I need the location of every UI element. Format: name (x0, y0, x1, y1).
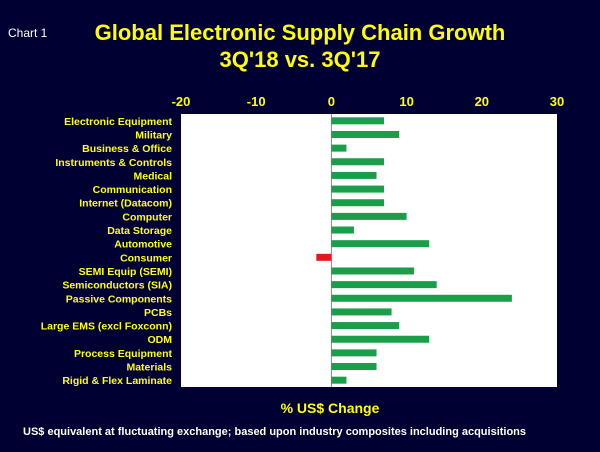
category-label: Materials (126, 362, 172, 374)
bar (331, 171, 377, 179)
category-label: PCBs (144, 307, 172, 319)
bar (331, 117, 385, 125)
category-label: Consumer (120, 252, 172, 264)
bar (331, 240, 430, 248)
chart-title: Global Electronic Supply Chain Growth (94, 20, 506, 45)
bar (331, 322, 400, 330)
data-label: 11 (419, 264, 432, 278)
category-label: SEMI Equip (SEMI) (79, 266, 172, 278)
footnote: US$ equivalent at fluctuating exchange; … (23, 426, 527, 438)
category-label: Automotive (114, 239, 172, 251)
data-label: 13 (434, 237, 448, 251)
chart-label: Chart 1 (8, 26, 48, 40)
plot-area (181, 114, 557, 387)
x-tick-label: 10 (399, 94, 413, 109)
category-label: Internet (Datacom) (79, 198, 172, 210)
category-label: Semiconductors (SIA) (62, 280, 172, 292)
bar (331, 226, 354, 234)
category-label: Data Storage (107, 225, 172, 237)
bar (331, 130, 400, 138)
data-label: 9 (404, 127, 411, 141)
x-axis-label: % US$ Change (280, 400, 380, 416)
data-label: -2 (301, 250, 312, 264)
data-label: 24 (517, 291, 531, 305)
data-label: 14 (442, 278, 456, 292)
bar (331, 376, 347, 384)
data-label: 7 (389, 114, 396, 128)
data-label: 13 (434, 332, 448, 346)
data-label: 10 (412, 209, 426, 223)
bar (316, 253, 332, 261)
category-label: Medical (133, 170, 172, 182)
category-label: Process Equipment (74, 348, 173, 360)
data-label: 9 (404, 319, 411, 333)
bar (331, 212, 407, 220)
bar (331, 144, 347, 152)
x-tick-label: -20 (172, 94, 191, 109)
x-tick-label: 0 (328, 94, 335, 109)
category-label: Instruments & Controls (55, 157, 172, 169)
data-label: 3 (359, 223, 366, 237)
data-label: 6 (382, 346, 389, 360)
bar (331, 308, 392, 316)
bar (331, 199, 385, 207)
category-label: Communication (93, 184, 172, 196)
data-label: 7 (389, 196, 396, 210)
bar (331, 158, 385, 166)
x-tick-label: 20 (475, 94, 489, 109)
x-tick-label: 30 (550, 94, 564, 109)
data-label: 8 (397, 305, 404, 319)
data-label: 2 (351, 373, 358, 387)
data-label: 7 (389, 155, 396, 169)
category-label: Rigid & Flex Laminate (62, 375, 172, 387)
bar (331, 267, 415, 275)
data-label: 2 (351, 141, 358, 155)
category-label: Passive Components (66, 293, 172, 305)
category-label: Large EMS (excl Foxconn) (41, 321, 172, 333)
bar (331, 294, 512, 302)
bar (331, 335, 430, 343)
bar (331, 281, 437, 289)
category-label: Military (135, 129, 172, 141)
category-label: Business & Office (82, 143, 172, 155)
category-label: Electronic Equipment (64, 116, 172, 128)
category-label: Computer (122, 211, 172, 223)
data-label: 6 (382, 360, 389, 374)
category-label: ODM (148, 334, 173, 346)
data-label: 6 (382, 168, 389, 182)
data-label: 7 (389, 182, 396, 196)
bar (331, 363, 377, 371)
bar (331, 349, 377, 357)
x-tick-label: -10 (247, 94, 266, 109)
bar (331, 185, 385, 193)
chart-subtitle: 3Q'18 vs. 3Q'17 (219, 47, 381, 72)
